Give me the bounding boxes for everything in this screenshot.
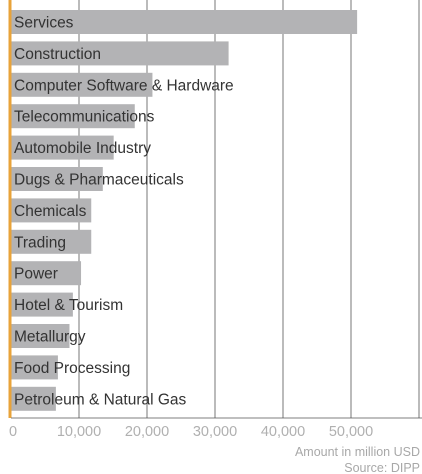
x-tick-label: 20,000	[125, 424, 169, 440]
bar	[11, 10, 358, 34]
bar	[11, 72, 153, 97]
x-tick-label: 50,000	[329, 424, 373, 440]
bar	[11, 41, 229, 66]
bar	[11, 324, 70, 348]
category-label: Hotel & Tourism	[14, 297, 123, 314]
bar	[11, 292, 73, 317]
bar	[11, 104, 135, 129]
bar	[11, 261, 82, 286]
category-labels: Services Construction Computer Software & …	[14, 15, 234, 409]
x-tick-label: 30,000	[193, 424, 237, 440]
bar	[11, 135, 114, 160]
source-note: Source: DIPP	[344, 461, 420, 474]
bar	[11, 229, 92, 254]
category-label: Computer Software & Hardware	[14, 77, 234, 94]
bar	[11, 386, 56, 411]
category-label: Services	[14, 15, 74, 32]
category-label: Dugs & Pharmaceuticals	[14, 172, 184, 189]
x-tick-label: 0	[9, 424, 17, 440]
category-label: Construction	[14, 46, 101, 63]
bar	[11, 167, 103, 191]
grid-lines	[78, 0, 420, 418]
bar	[11, 198, 92, 223]
category-label: Power	[14, 266, 58, 283]
category-label: Food Processing	[14, 360, 130, 377]
x-tick-labels: 0 10,000 20,000 30,000 40,000 50,000	[9, 424, 373, 440]
category-label: Automobile Industry	[14, 140, 151, 157]
category-label: Trading	[14, 234, 66, 251]
x-axis-title: Amount in million USD	[295, 445, 420, 459]
category-label: Telecommunications	[14, 109, 155, 126]
bars	[11, 10, 358, 411]
category-label: Chemicals	[14, 203, 87, 220]
x-tick-label: 40,000	[261, 424, 305, 440]
category-label: Petroleum & Natural Gas	[14, 391, 187, 408]
bar	[11, 355, 58, 380]
category-label: Metallurgy	[14, 329, 86, 346]
x-tick-label: 10,000	[57, 424, 101, 440]
